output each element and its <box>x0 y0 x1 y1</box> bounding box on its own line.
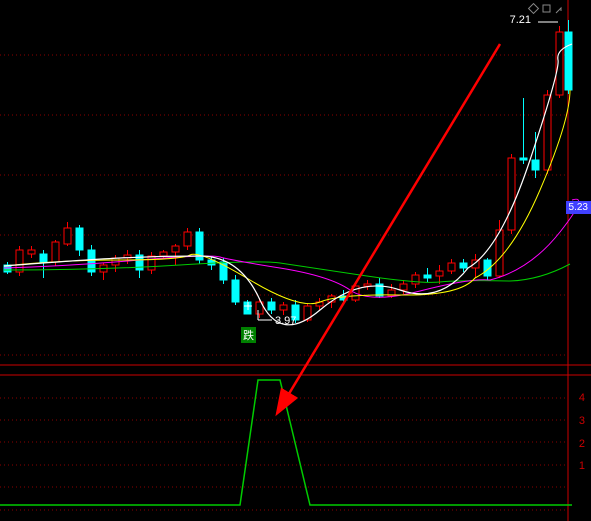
stock-chart-container: 7.21 3.97 跌 5.23 4 3 2 1 <box>0 0 591 521</box>
chart-canvas[interactable] <box>0 0 591 521</box>
